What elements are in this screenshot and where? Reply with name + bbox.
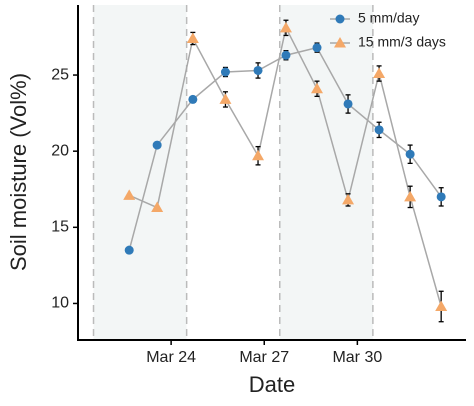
point — [373, 67, 386, 79]
x-tick-label: Mar 30 — [332, 349, 382, 366]
point — [405, 149, 415, 159]
point — [253, 65, 263, 75]
y-tick-label: 10 — [51, 295, 69, 312]
x-tick-label: Mar 24 — [146, 349, 196, 366]
point — [436, 192, 446, 202]
point — [343, 99, 353, 109]
point — [374, 125, 384, 135]
point — [281, 50, 291, 60]
x-tick-label: Mar 27 — [239, 349, 289, 366]
point — [186, 32, 199, 43]
point — [123, 189, 136, 200]
point — [252, 149, 265, 161]
shaded-region — [279, 5, 373, 340]
point — [279, 21, 292, 33]
shaded-region — [93, 5, 187, 340]
point — [312, 43, 322, 53]
legend-marker — [334, 37, 346, 48]
legend-label: 5 mm/day — [358, 10, 419, 26]
point — [220, 67, 230, 77]
y-tick-label: 25 — [51, 66, 69, 83]
point — [151, 201, 164, 213]
y-tick-label: 15 — [51, 219, 69, 236]
point — [342, 193, 355, 205]
legend-label: 15 mm/3 days — [358, 34, 446, 50]
x-axis-title: Date — [249, 372, 295, 397]
point — [435, 300, 448, 311]
point — [311, 82, 324, 94]
point — [152, 140, 162, 150]
y-axis-title: Soil moisture (Vol%) — [6, 73, 31, 271]
y-tick-label: 20 — [51, 142, 69, 159]
point — [188, 94, 198, 104]
point — [219, 93, 232, 104]
point — [124, 245, 134, 255]
legend-marker — [335, 14, 345, 24]
point — [404, 190, 417, 202]
